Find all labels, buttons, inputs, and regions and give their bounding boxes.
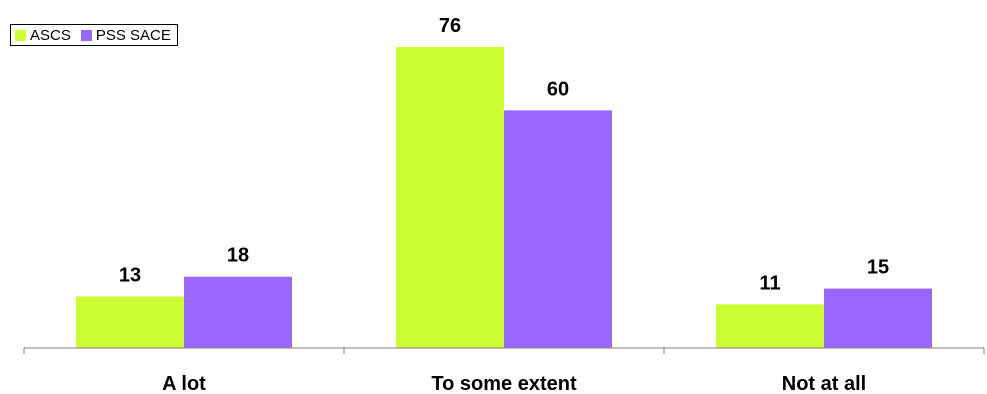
data-label-ascs-not-at-all: 11 [759, 272, 780, 294]
data-label-ascs-a-lot: 13 [119, 265, 141, 287]
legend-item-ascs: ASCS [15, 27, 71, 44]
data-label-pss-sace-not-at-all: 15 [867, 257, 889, 279]
bar-pss-sace-not-at-all [824, 288, 932, 348]
x-axis-ticks [23, 348, 985, 354]
data-label-pss-sace-to-some-extent: 60 [547, 78, 569, 100]
x-tick-label-a-lot: A lot [162, 373, 206, 394]
bar-ascs-a-lot [76, 296, 184, 348]
bar-pss-sace-to-some-extent [504, 110, 612, 349]
bars-layer [76, 47, 932, 349]
data-label-pss-sace-a-lot: 18 [227, 245, 249, 267]
bar-ascs-not-at-all [716, 304, 824, 348]
bar-ascs-to-some-extent [396, 47, 504, 348]
x-axis-tick-labels: A lot To some extent Not at all [162, 373, 866, 394]
legend-label-pss-sace: PSS SACE [95, 26, 171, 44]
legend-item-pss-sace: PSS SACE [80, 26, 171, 44]
bar-pss-sace-a-lot [184, 276, 292, 348]
legend: ASCS PSS SACE [10, 24, 178, 46]
data-labels-layer: 13 18 76 60 11 15 [119, 15, 889, 294]
x-tick-label-not-at-all: Not at all [782, 373, 866, 394]
x-tick-label-to-some-extent: To some extent [431, 373, 577, 394]
data-label-ascs-to-some-extent: 76 [439, 15, 461, 37]
legend-swatch-pss-sace [80, 29, 92, 41]
legend-label-ascs: ASCS [30, 26, 71, 44]
legend-swatch-ascs [15, 29, 26, 41]
